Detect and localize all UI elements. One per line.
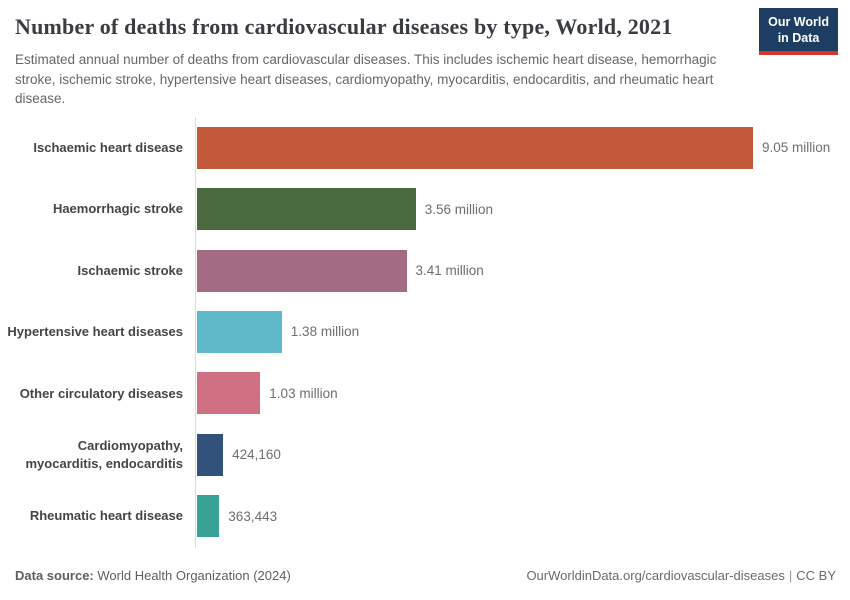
bar[interactable] — [197, 126, 753, 169]
owid-logo-line2: in Data — [777, 31, 820, 46]
bar-track: 424,160 — [195, 424, 850, 485]
bar-track: 3.56 million — [195, 178, 850, 239]
bar-chart: Ischaemic heart disease 9.05 million Haemo… — [0, 117, 850, 548]
page-title: Number of deaths from cardiovascular dis… — [15, 14, 673, 39]
y-axis-line — [195, 117, 196, 548]
data-source-value: World Health Organization (2024) — [97, 568, 291, 583]
bar-track: 1.38 million — [195, 301, 850, 362]
bar[interactable] — [197, 249, 407, 292]
bar-value-label: 3.41 million — [415, 263, 484, 279]
bar-category-label: Ischaemic heart disease — [33, 139, 183, 155]
bar[interactable] — [197, 372, 261, 415]
chart-subtitle: Estimated annual number of deaths from c… — [15, 52, 717, 106]
bar-row: Rheumatic heart disease 363,443 — [0, 486, 850, 547]
bar-row: Haemorrhagic stroke 3.56 million — [0, 178, 850, 239]
owid-logo-line1: Our World — [768, 15, 829, 29]
bar-category-label: Ischaemic stroke — [77, 262, 183, 278]
bar-value-label: 1.03 million — [269, 385, 338, 401]
bar-value-label: 424,160 — [232, 447, 281, 463]
bar-category-label: Hypertensive heart diseases — [7, 324, 183, 340]
bar-row: Other circulatory diseases 1.03 million — [0, 363, 850, 424]
bar-row: Cardiomyopathy, myocarditis, endocarditi… — [0, 424, 850, 485]
bar-row: Hypertensive heart diseases 1.38 million — [0, 301, 850, 362]
bar[interactable] — [197, 188, 416, 231]
bar-category-label: Haemorrhagic stroke — [52, 201, 183, 217]
bar-value-label: 363,443 — [228, 508, 278, 524]
bar-value-label: 3.56 million — [424, 201, 493, 217]
bar-category-label: Cardiomyopathy, myocarditis, endocarditi… — [25, 438, 184, 471]
bar-category-label: Rheumatic heart disease — [29, 508, 183, 524]
bar[interactable] — [197, 310, 282, 353]
owid-url-link[interactable]: OurWorldinData.org/cardiovascular-diseas… — [526, 568, 785, 583]
footer-right: OurWorldinData.org/cardiovascular-diseas… — [526, 568, 836, 583]
bar-row: Ischaemic heart disease 9.05 million — [0, 117, 850, 178]
bar-value-label: 9.05 million — [762, 140, 831, 156]
bar[interactable] — [197, 433, 224, 476]
chart-footer: Data source: World Health Organization (… — [15, 568, 836, 583]
bar-track: 363,443 — [195, 486, 850, 547]
data-source: Data source: World Health Organization (… — [15, 568, 291, 583]
bar-track: 9.05 million — [195, 117, 850, 178]
owid-logo[interactable]: Our World in Data — [759, 8, 838, 55]
bar-rows: Ischaemic heart disease 9.05 million Haemo… — [0, 117, 850, 547]
bar-track: 3.41 million — [195, 240, 850, 301]
bar-row: Ischaemic stroke 3.41 million — [0, 240, 850, 301]
bar[interactable] — [197, 495, 220, 538]
bar-value-label: 1.38 million — [290, 324, 360, 340]
footer-separator: | — [788, 568, 793, 583]
license-label: CC BY — [796, 568, 836, 583]
data-source-label: Data source: — [15, 568, 94, 583]
bar-category-label: Other circulatory diseases — [19, 385, 183, 401]
bar-track: 1.03 million — [195, 363, 850, 424]
